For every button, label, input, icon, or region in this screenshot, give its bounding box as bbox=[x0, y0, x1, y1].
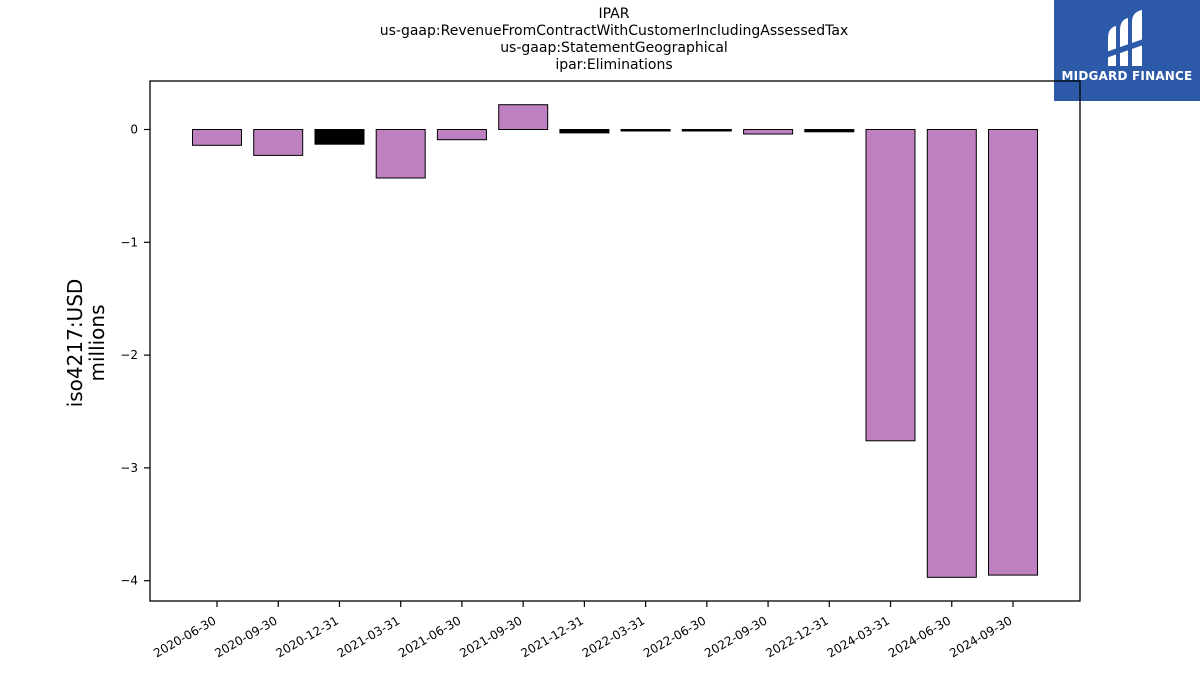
bar bbox=[988, 129, 1038, 576]
bar bbox=[436, 129, 487, 141]
bar bbox=[743, 129, 794, 135]
x-tick-label: 2021-03-31 bbox=[335, 613, 402, 660]
title-line-ticker: IPAR bbox=[598, 6, 630, 22]
x-tick-label: 2024-09-30 bbox=[947, 613, 1014, 660]
bar bbox=[192, 129, 242, 146]
y-axis-label-scale: millions bbox=[85, 304, 109, 382]
x-tick-label: 2024-06-30 bbox=[886, 613, 953, 660]
bar bbox=[253, 129, 304, 156]
plot-frame bbox=[149, 80, 1081, 602]
bar bbox=[498, 104, 549, 130]
bar bbox=[804, 129, 855, 133]
title-line-member: ipar:Eliminations bbox=[555, 57, 673, 73]
x-tick-label: 2022-06-30 bbox=[641, 613, 708, 660]
x-tick-label: 2021-12-31 bbox=[518, 613, 585, 660]
x-tick-label: 2020-12-31 bbox=[274, 613, 341, 660]
midgard-logo-icon bbox=[1106, 10, 1146, 66]
y-axis-label: iso4217:USD millions bbox=[63, 278, 109, 408]
bar bbox=[681, 129, 732, 132]
y-tick-label: −2 bbox=[120, 348, 138, 362]
y-tick-label: −3 bbox=[120, 461, 138, 475]
y-tick-label: −4 bbox=[120, 574, 138, 588]
x-tick-label: 2020-09-30 bbox=[212, 613, 279, 660]
x-tick-label: 2020-06-30 bbox=[151, 613, 218, 660]
x-tick-label: 2022-03-31 bbox=[580, 613, 647, 660]
x-tick-label: 2024-03-31 bbox=[825, 613, 892, 660]
bar bbox=[620, 129, 671, 132]
bar bbox=[865, 129, 916, 442]
midgard-finance-logo: MIDGARD FINANCE bbox=[1054, 0, 1200, 101]
bar bbox=[559, 129, 610, 134]
logo-text: MIDGARD FINANCE bbox=[1061, 69, 1193, 83]
y-tick-label: −1 bbox=[120, 235, 138, 249]
y-axis-label-unit: iso4217:USD bbox=[63, 278, 87, 408]
x-tick-label: 2022-09-30 bbox=[702, 613, 769, 660]
bar bbox=[926, 129, 977, 578]
x-tick-label: 2021-06-30 bbox=[396, 613, 463, 660]
x-tick-label: 2021-09-30 bbox=[457, 613, 524, 660]
title-line-axis: us-gaap:StatementGeographical bbox=[500, 40, 728, 56]
chart-title: IPAR us-gaap:RevenueFromContractWithCust… bbox=[114, 6, 1114, 74]
y-tick-label: 0 bbox=[130, 123, 138, 137]
title-line-concept: us-gaap:RevenueFromContractWithCustomerI… bbox=[379, 23, 849, 39]
bar bbox=[314, 129, 365, 145]
bar bbox=[375, 129, 426, 179]
x-tick-label: 2022-12-31 bbox=[763, 613, 830, 660]
